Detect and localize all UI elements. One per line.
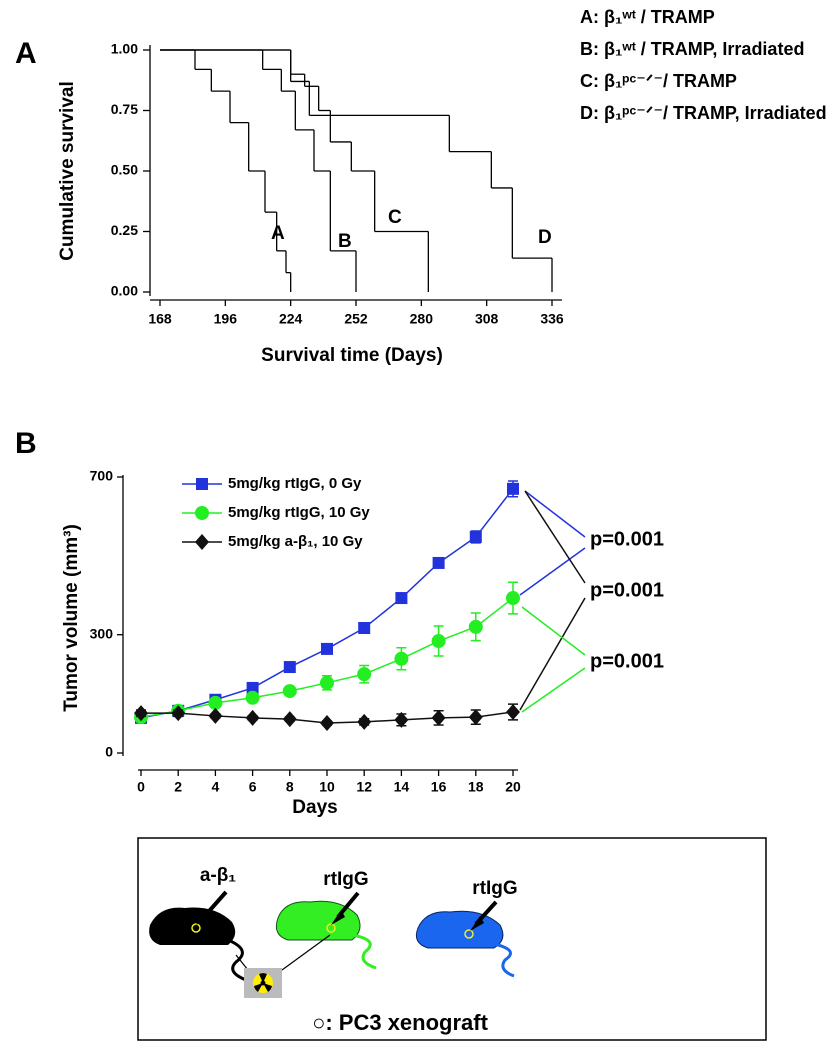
marker	[394, 651, 409, 666]
y-tick-label: 700	[90, 468, 114, 484]
y-tick-label: 0.00	[111, 283, 138, 299]
diagram-label: a-β₁	[200, 865, 236, 886]
marker	[245, 690, 260, 705]
p-value: p=0.001	[590, 650, 664, 672]
marker	[245, 709, 260, 726]
curve-label: B	[338, 231, 352, 252]
x-tick-label: 0	[137, 779, 145, 795]
mouse-green	[275, 891, 377, 970]
p-value: p=0.001	[590, 579, 664, 601]
marker	[394, 711, 409, 728]
x-axis-label: Survival time (Days)	[261, 345, 443, 366]
x-tick-label: 20	[505, 779, 521, 795]
marker	[432, 556, 445, 569]
x-tick-label: 6	[249, 779, 257, 795]
x-tick-label: 8	[286, 779, 294, 795]
connector	[521, 606, 586, 656]
marker	[358, 622, 371, 635]
x-tick-label: 308	[475, 311, 499, 327]
y-axis-label: Cumulative survival	[57, 81, 78, 261]
x-tick-label: 14	[394, 779, 410, 795]
x-tick-label: 252	[344, 311, 368, 327]
diagram-box	[137, 837, 767, 1041]
x-tick-label: 4	[212, 779, 220, 795]
marker	[431, 709, 446, 726]
panel-letter: A	[15, 37, 37, 70]
marker	[431, 634, 446, 649]
y-tick-label: 1.00	[111, 41, 138, 57]
marker	[320, 715, 334, 732]
connector	[519, 597, 586, 711]
mouse-black	[149, 890, 247, 982]
marker	[506, 703, 520, 720]
marker	[282, 684, 297, 699]
legend-marker	[196, 478, 208, 490]
marker	[357, 667, 372, 682]
marker	[134, 705, 148, 722]
legend-label: B: β₁ʷᵗ / TRAMP, Irradiated	[580, 39, 804, 59]
marker	[246, 681, 259, 694]
marker	[468, 709, 483, 726]
marker	[395, 592, 408, 605]
marker	[320, 675, 334, 690]
connector	[521, 667, 586, 713]
x-axis-label: Days	[292, 797, 337, 818]
x-tick-label: 10	[319, 779, 335, 795]
y-tick-label: 0.50	[111, 162, 138, 178]
y-tick-label: 0.25	[111, 222, 138, 238]
radiation	[235, 934, 331, 998]
y-tick-label: 300	[90, 625, 114, 641]
legend-label: 5mg/kg rtIgG, 0 Gy	[228, 475, 362, 492]
marker	[283, 661, 296, 674]
connector	[519, 547, 586, 596]
marker	[468, 619, 483, 634]
x-tick-label: 16	[431, 779, 447, 795]
p-value: p=0.001	[590, 528, 664, 550]
connectors	[519, 490, 586, 713]
legend-label: C: β₁ᵖᶜ⁻ᐟ⁻/ TRAMP	[580, 71, 737, 91]
legend-label: 5mg/kg rtIgG, 10 Gy	[228, 504, 370, 521]
curve-label: C	[388, 207, 402, 228]
legend-marker	[195, 506, 209, 520]
diagram-legend: ○: PC3 xenograft	[312, 1010, 489, 1035]
diagram-label: rtIgG	[472, 878, 517, 899]
series-line	[140, 597, 514, 718]
x-tick-label: 18	[468, 779, 484, 795]
marker	[208, 695, 223, 710]
curve-label: A	[271, 223, 285, 244]
connector	[524, 490, 586, 538]
marker	[321, 642, 333, 655]
y-tick-label: 0.75	[111, 101, 138, 117]
marker	[357, 713, 372, 730]
x-tick-label: 224	[279, 311, 303, 327]
diagram-label: rtIgG	[323, 869, 368, 890]
connector	[524, 490, 586, 584]
legend-label: A: β₁ʷᵗ / TRAMP	[580, 7, 715, 27]
marker	[282, 711, 297, 728]
marker	[469, 530, 482, 543]
marker	[208, 707, 223, 724]
legend-marker	[195, 534, 209, 550]
marker	[171, 705, 186, 722]
x-tick-label: 2	[174, 779, 182, 795]
mouse-blue	[415, 900, 515, 978]
panel-letter: B	[15, 427, 37, 460]
x-tick-label: 12	[356, 779, 372, 795]
y-tick-label: 0	[105, 744, 113, 760]
curve-label: D	[538, 227, 552, 248]
legend-label: D: β₁ᵖᶜ⁻ᐟ⁻/ TRAMP, Irradiated	[580, 103, 827, 123]
x-tick-label: 168	[148, 311, 172, 327]
marker	[506, 591, 520, 606]
y-axis-label: Tumor volume (mm³)	[61, 524, 82, 712]
x-tick-label: 280	[410, 311, 434, 327]
marker	[507, 482, 519, 495]
legend-label: 5mg/kg a-β₁, 10 Gy	[228, 533, 363, 550]
x-tick-label: 196	[214, 311, 238, 327]
x-tick-label: 336	[540, 311, 564, 327]
